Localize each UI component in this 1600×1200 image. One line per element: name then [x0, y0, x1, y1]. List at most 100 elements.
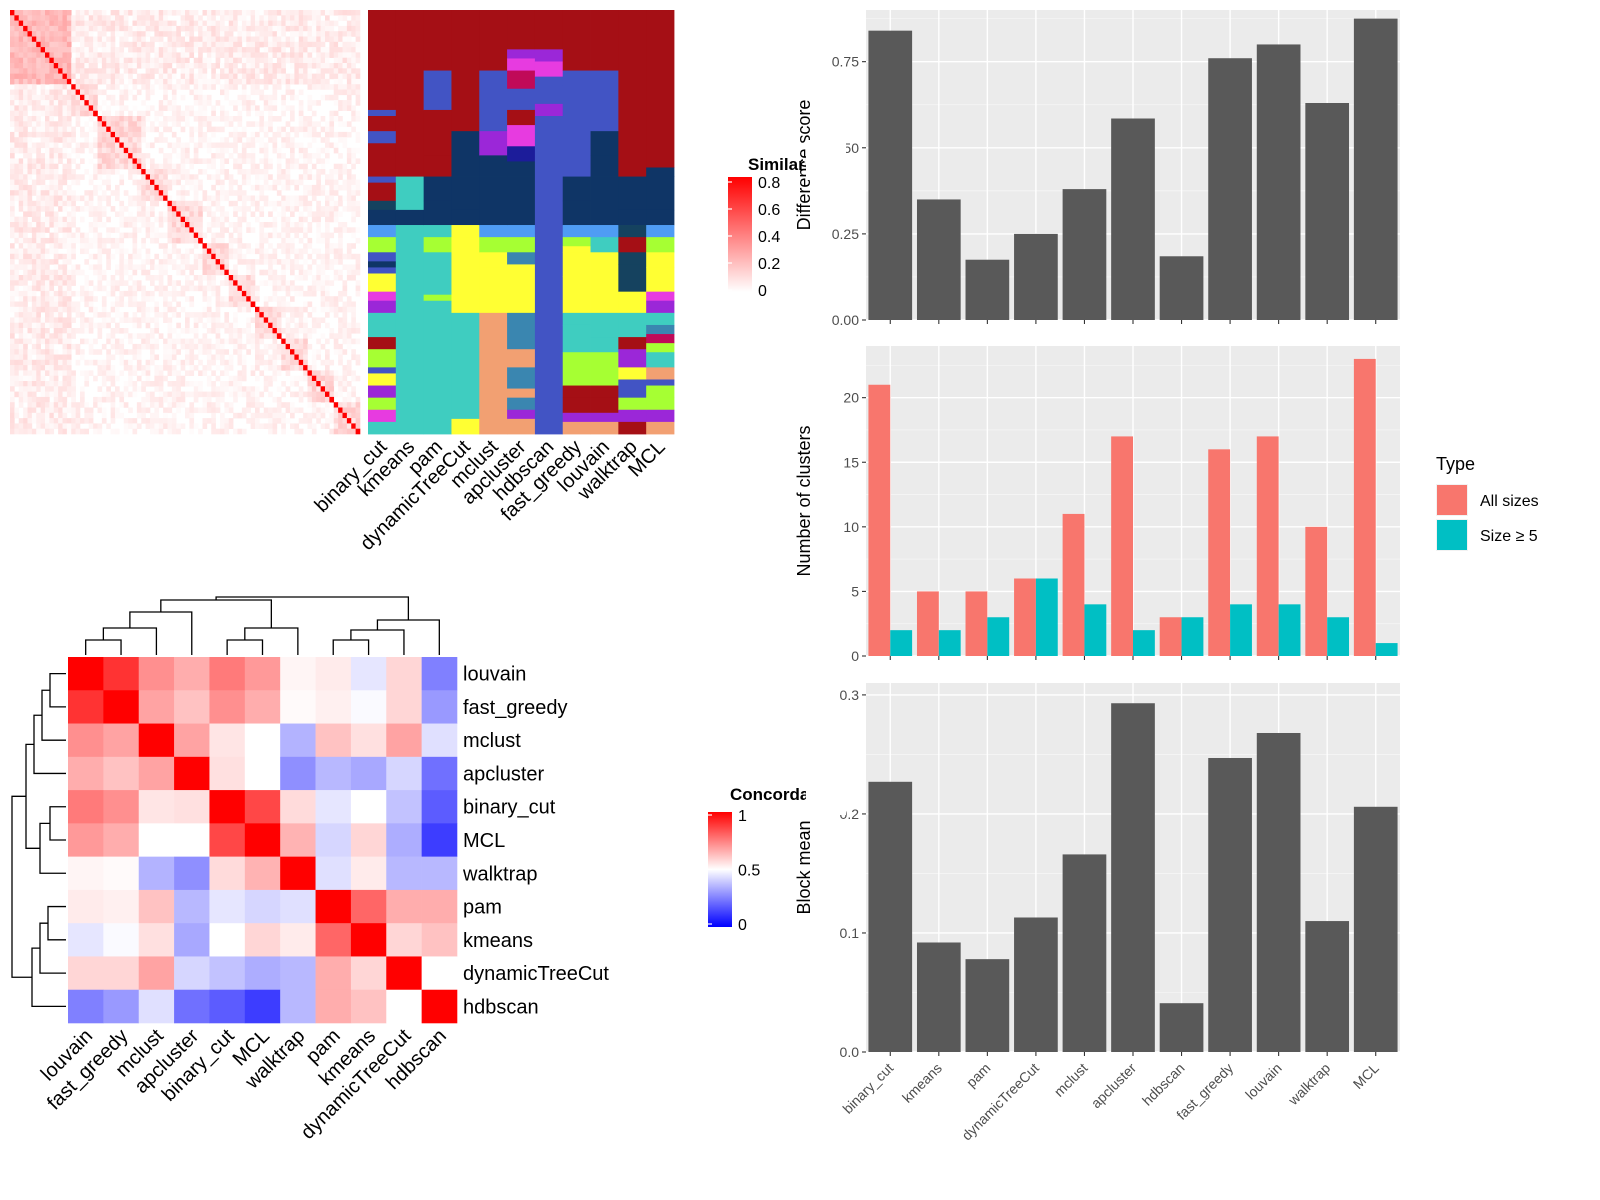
similarity-cell — [316, 25, 321, 32]
similarity-cell — [66, 253, 72, 260]
similarity-cell — [325, 15, 330, 21]
similarity-cell — [171, 349, 177, 355]
similarity-cell — [316, 57, 321, 64]
similarity-cell — [276, 200, 282, 207]
similarity-cell — [355, 94, 361, 101]
similarity-cell — [185, 31, 190, 37]
similarity-cell — [228, 20, 234, 27]
similarity-cell — [294, 73, 300, 80]
similarity-cell — [158, 10, 164, 16]
similarity-cell — [333, 116, 339, 122]
similarity-cell — [36, 195, 41, 202]
similarity-cell — [40, 68, 46, 74]
similarity-cell — [115, 47, 120, 53]
similarity-cell — [329, 359, 335, 366]
similarity-cell — [36, 47, 41, 53]
similarity-cell — [206, 280, 212, 286]
similarity-cell — [45, 354, 50, 361]
similarity-cell — [285, 248, 291, 255]
similarity-cell — [93, 110, 98, 117]
similarity-cell — [215, 386, 221, 392]
similarity-cell — [101, 10, 107, 16]
similarity-cell — [36, 227, 41, 233]
similarity-cell — [294, 349, 300, 355]
similarity-cell — [180, 222, 186, 228]
similarity-cell — [176, 137, 181, 143]
similarity-cell — [115, 163, 120, 170]
similarity-cell — [75, 89, 81, 96]
similarity-cell — [136, 20, 142, 27]
similarity-cell — [66, 402, 72, 408]
similarity-cell — [158, 428, 164, 435]
similarity-cell — [285, 158, 291, 164]
similarity-cell — [272, 20, 278, 27]
similarity-cell — [250, 25, 256, 32]
similarity-cell — [18, 47, 24, 53]
similarity-cell — [136, 365, 142, 371]
similarity-cell — [141, 41, 146, 48]
similarity-cell — [27, 412, 33, 419]
similarity-cell — [342, 338, 348, 345]
similarity-cell — [276, 31, 282, 37]
similarity-cell — [211, 381, 216, 387]
similarity-cell — [171, 312, 177, 318]
similarity-cell — [154, 63, 160, 69]
similarity-cell — [66, 36, 72, 43]
similarity-cell — [93, 184, 98, 191]
concordance-cell — [103, 723, 140, 758]
similarity-cell — [189, 73, 195, 80]
similarity-cell — [255, 322, 260, 329]
similarity-cell — [346, 184, 352, 191]
similarity-cell — [189, 338, 195, 345]
similarity-cell — [49, 359, 55, 366]
similarity-cell — [132, 105, 138, 111]
similarity-cell — [158, 15, 164, 21]
similarity-cell — [246, 73, 251, 80]
similarity-cell — [307, 63, 313, 69]
similarity-cell — [27, 423, 33, 429]
similarity-cell — [290, 41, 295, 48]
similarity-cell — [255, 25, 260, 32]
similarity-cell — [62, 121, 68, 127]
similarity-cell — [185, 25, 190, 32]
similarity-cell — [329, 126, 335, 133]
similarity-cell — [281, 10, 286, 16]
similarity-cell — [228, 52, 234, 58]
similarity-cell — [171, 47, 177, 53]
similarity-cell — [145, 359, 151, 366]
similarity-cell — [40, 375, 46, 382]
similarity-cell — [106, 25, 111, 32]
similarity-cell — [136, 169, 142, 175]
similarity-cell — [255, 391, 260, 398]
similarity-cell — [132, 243, 138, 249]
similarity-cell — [10, 25, 15, 32]
similarity-cell — [325, 253, 330, 260]
similarity-cell — [333, 10, 339, 16]
similarity-cell — [206, 25, 212, 32]
similarity-cell — [154, 126, 160, 133]
similarity-cell — [80, 158, 85, 164]
similarity-cell — [233, 57, 238, 64]
similarity-cell — [53, 418, 59, 424]
similarity-cell — [281, 243, 286, 249]
similarity-cell — [171, 73, 177, 80]
similarity-cell — [58, 15, 63, 21]
similarity-cell — [237, 359, 243, 366]
similarity-cell — [285, 84, 291, 90]
similarity-cell — [263, 412, 269, 419]
similarity-cell — [228, 184, 234, 191]
similarity-cell — [167, 227, 173, 233]
similarity-cell — [325, 142, 330, 149]
similarity-cell — [123, 269, 129, 276]
similarity-cell — [290, 211, 295, 217]
similarity-cell — [62, 227, 68, 233]
similarity-cell — [132, 41, 138, 48]
similarity-cell — [45, 68, 50, 74]
similarity-cell — [141, 78, 146, 85]
similarity-cell — [158, 57, 164, 64]
similarity-cell — [259, 280, 265, 286]
similarity-cell — [75, 68, 81, 74]
similarity-cell — [115, 195, 120, 202]
similarity-cell — [189, 36, 195, 43]
similarity-cell — [250, 63, 256, 69]
